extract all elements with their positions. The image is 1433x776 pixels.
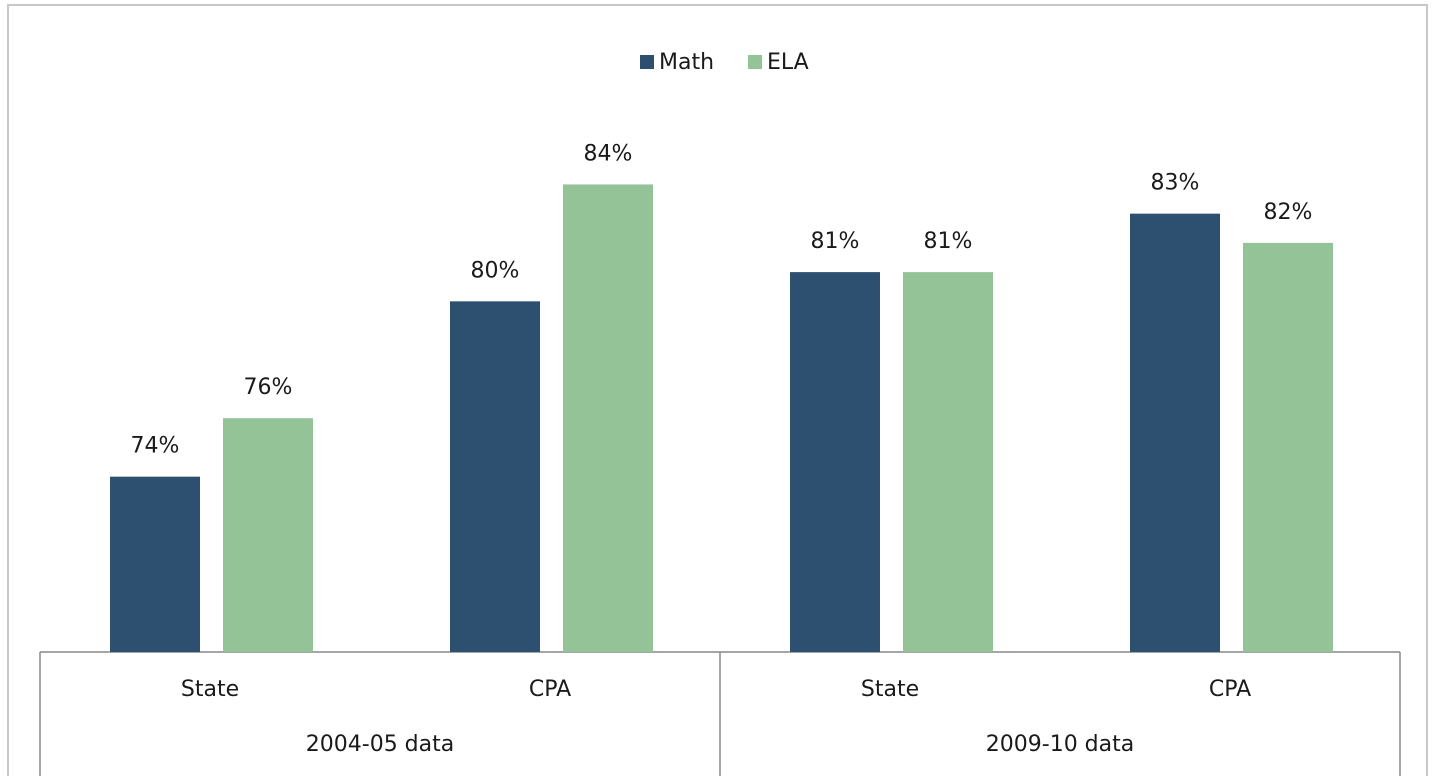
data-label: 80% [471,258,520,283]
data-label: 83% [1151,171,1200,196]
bar [1130,213,1220,652]
bar [223,418,313,652]
group-label: 2004-05 data [306,732,454,757]
legend-label: Math [659,50,714,75]
legend-label: ELA [767,50,809,75]
bar [450,301,540,652]
bar [790,272,880,652]
x-tick-label: State [181,677,239,702]
data-label: 82% [1264,200,1313,225]
data-label: 76% [244,375,293,400]
data-label: 81% [924,229,973,254]
legend-swatch [748,55,762,69]
data-label: 81% [811,229,860,254]
legend-swatch [640,55,654,69]
bar [563,184,653,652]
x-tick-label: State [861,677,919,702]
bar [110,476,200,652]
data-label: 84% [584,141,633,166]
bar [1243,242,1333,652]
chart-frame [7,4,1428,776]
x-tick-label: CPA [1209,677,1251,702]
x-tick-label: CPA [529,677,571,702]
group-label: 2009-10 data [986,732,1134,757]
data-label: 74% [131,434,180,459]
bar [903,272,993,652]
